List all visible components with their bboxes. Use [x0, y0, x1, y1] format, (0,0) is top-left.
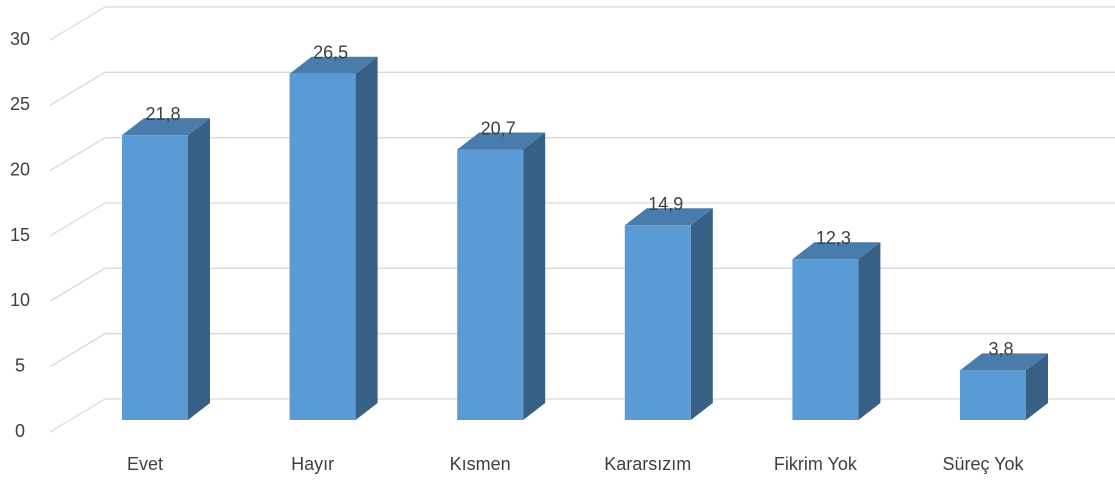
y-tick-label: 5: [15, 355, 25, 375]
bar-side: [355, 56, 378, 420]
y-tick-label: 15: [10, 225, 30, 245]
bar-top: [122, 118, 210, 136]
y-tick-label: 25: [10, 94, 30, 114]
grid-line: [49, 333, 1115, 368]
x-tick-label: Kararsızım: [604, 454, 691, 474]
grid-line: [49, 202, 1115, 237]
bar: [624, 225, 691, 420]
y-tick-label: 10: [10, 290, 30, 310]
y-tick-label: 30: [10, 29, 30, 49]
grid-line: [49, 71, 1115, 106]
bar: [960, 370, 1026, 420]
bar-side: [690, 208, 713, 420]
bar: [792, 259, 859, 420]
data-label: 26,5: [313, 42, 348, 62]
bar-side: [1026, 353, 1048, 420]
bar: [122, 135, 188, 420]
grid-line: [49, 6, 1115, 41]
data-label: 20,7: [481, 118, 516, 138]
data-label: 12,3: [816, 228, 851, 248]
data-label: 14,9: [648, 194, 683, 214]
bar-top: [289, 56, 378, 74]
bar: [289, 73, 356, 420]
x-tick-label: Hayır: [291, 454, 334, 474]
x-tick-label: Kısmen: [450, 454, 511, 474]
bar-top: [624, 208, 713, 226]
data-label: 21,8: [145, 104, 180, 124]
bar-top: [457, 132, 546, 150]
x-tick-label: Fikrim Yok: [774, 454, 858, 474]
data-label: 3,8: [988, 339, 1013, 359]
bar: [457, 149, 524, 420]
grid-line: [49, 137, 1115, 172]
y-tick-label: 20: [10, 159, 30, 179]
bar-top: [960, 353, 1048, 371]
x-tick-label: Evet: [127, 454, 163, 474]
bar-side: [858, 242, 881, 420]
bar-side: [523, 132, 546, 420]
y-tick-label: 0: [15, 421, 25, 441]
grid-line: [49, 267, 1115, 302]
x-tick-label: Süreç Yok: [942, 454, 1024, 474]
bar-side: [188, 118, 210, 420]
bar-top: [792, 242, 881, 260]
grid-line: [49, 398, 1115, 433]
